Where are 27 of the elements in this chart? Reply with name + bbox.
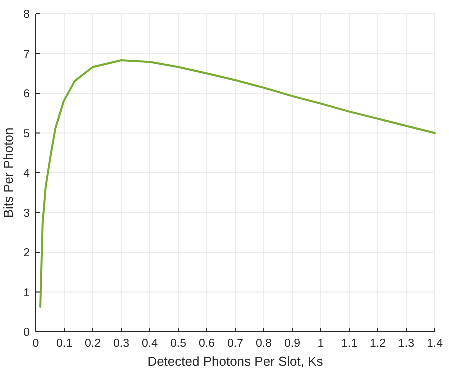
y-tick-label: 2: [24, 248, 30, 260]
x-tick-label: 0.2: [85, 338, 101, 350]
x-tick-label: 1: [318, 338, 324, 350]
x-tick-label: 1.2: [370, 338, 386, 350]
x-tick-label: 1.4: [427, 338, 444, 350]
y-tick-label: 6: [24, 88, 30, 100]
y-tick-label: 3: [24, 208, 30, 220]
y-axis-title: Bits Per Photon: [1, 128, 16, 218]
x-tick-label: 1.3: [398, 338, 414, 350]
x-tick-label: 0.1: [56, 338, 72, 350]
y-tick-label: 1: [24, 287, 30, 300]
y-tick-label: 4: [24, 168, 31, 180]
x-tick-label: 0.4: [142, 338, 159, 350]
x-tick-label: 0: [32, 338, 40, 350]
line-series: [40, 60, 436, 308]
y-tick-label: 0: [24, 327, 30, 339]
y-tick-label: 7: [24, 48, 30, 61]
x-tick-label: 0.8: [256, 338, 272, 350]
x-tick-label: 0.7: [228, 338, 244, 350]
x-tick-label: 0.3: [114, 338, 130, 350]
x-tick-label: 0.9: [284, 338, 300, 350]
y-tick-label: 8: [24, 9, 30, 21]
x-tick-label: 1.1: [342, 338, 358, 350]
x-tick-label: 0.6: [199, 338, 215, 350]
y-tick-label: 5: [24, 128, 30, 140]
x-tick-label: 0.5: [170, 338, 186, 350]
x-axis-title: Detected Photons Per Slot, Ks: [148, 354, 324, 369]
